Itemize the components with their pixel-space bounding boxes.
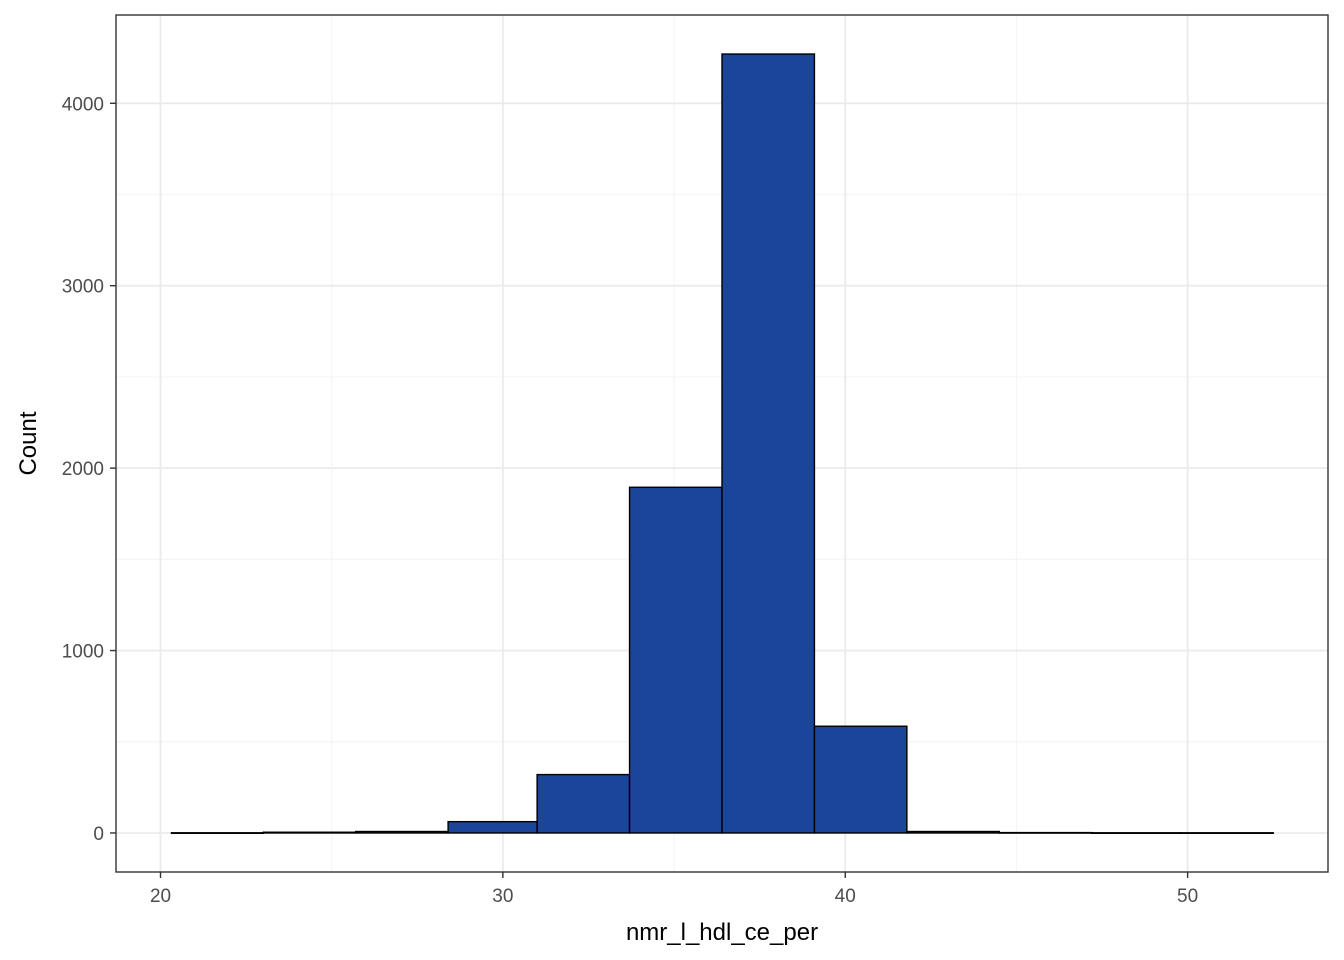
histogram-bar-1 [262, 831, 357, 834]
x-tick-label-30: 30 [492, 886, 513, 907]
y-tick-label-3000: 3000 [62, 277, 104, 298]
histogram-bar-5 [628, 486, 723, 834]
histogram-bar-10 [1091, 832, 1182, 834]
histogram-bar-8 [906, 830, 1001, 834]
y-tick-label-1000: 1000 [62, 642, 104, 663]
panel-border [115, 14, 1329, 873]
histogram-bar-9 [998, 831, 1093, 834]
y-tick-label-0: 0 [93, 824, 104, 845]
histogram-bar-6 [721, 53, 816, 834]
histogram-bar-7 [813, 725, 908, 834]
histogram-bar-11 [1180, 832, 1274, 834]
y-axis-ticks: 0 1000 2000 3000 4000 [62, 94, 116, 845]
histogram-bar-2 [354, 830, 449, 834]
y-tick-label-2000: 2000 [62, 459, 104, 480]
x-tick-label-40: 40 [835, 886, 856, 907]
x-axis-title: nmr_l_hdl_ce_per [626, 919, 818, 946]
y-axis-title: Count [15, 411, 42, 475]
histogram-bar-3 [447, 820, 538, 834]
x-tick-label-20: 20 [150, 886, 171, 907]
x-tick-label-50: 50 [1177, 886, 1198, 907]
histogram-bar-0 [170, 832, 264, 834]
y-tick-label-4000: 4000 [62, 94, 104, 115]
histogram-bar-4 [536, 773, 631, 834]
bars [170, 53, 1274, 834]
x-axis-ticks: 20 30 40 50 [150, 872, 1198, 907]
